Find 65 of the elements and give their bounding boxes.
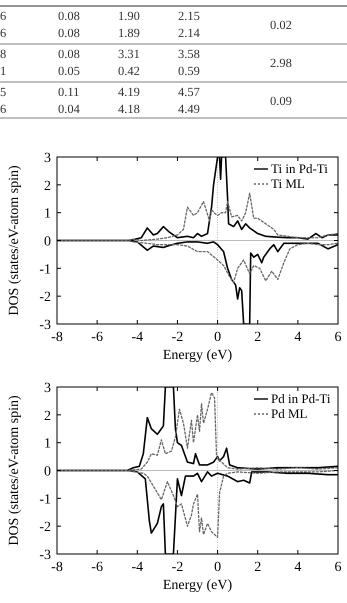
text: 2.98 — [270, 56, 292, 70]
text: 2.15 — [178, 9, 200, 23]
y-tick-label: -2 — [39, 520, 51, 536]
legend-label: Pd in Pd-Ti — [271, 391, 331, 406]
text: 0.09 — [270, 94, 292, 108]
y-axis-title: DOS (states/eV-atom spin) — [7, 164, 22, 316]
text: 0.59 — [178, 64, 200, 78]
x-tick-label: 2 — [254, 330, 262, 345]
x-tick-label: 0 — [214, 560, 222, 575]
y-tick-label: -3 — [39, 548, 51, 563]
text: 4.19 — [118, 85, 140, 99]
x-tick-label: -4 — [131, 560, 144, 575]
text: 0.42 — [118, 64, 140, 78]
y-tick-label: 1 — [44, 436, 51, 452]
x-tick-label: -4 — [131, 330, 144, 345]
x-tick-label: 0 — [214, 330, 222, 345]
y-tick-label: 2 — [44, 178, 51, 194]
x-tick-label: -8 — [51, 560, 63, 575]
x-tick-label: -2 — [172, 330, 184, 345]
text: 3.58 — [178, 47, 200, 61]
x-tick-label: 6 — [334, 560, 342, 575]
text: 3.31 — [118, 47, 140, 61]
text: 6 — [0, 26, 6, 40]
text: 0.05 — [58, 64, 80, 78]
y-tick-label: 0 — [44, 234, 51, 250]
text: 1.90 — [118, 9, 140, 23]
x-tick-label: 2 — [254, 560, 262, 575]
y-tick-label: -3 — [39, 318, 51, 333]
y-tick-label: -1 — [39, 492, 51, 508]
text: 0.02 — [270, 18, 292, 32]
text: 0.11 — [58, 85, 80, 99]
x-tick-label: -8 — [51, 330, 63, 345]
y-tick-label: 0 — [44, 464, 51, 480]
text: 2.14 — [178, 26, 201, 40]
text: 6 — [0, 9, 6, 23]
legend-label: Ti ML — [271, 176, 305, 191]
text: 5 — [0, 85, 6, 99]
x-tick-label: 4 — [294, 330, 302, 345]
x-tick-label: 4 — [294, 560, 302, 575]
y-tick-label: 3 — [44, 151, 51, 166]
x-tick-label: -6 — [91, 560, 103, 575]
text: 1 — [0, 64, 6, 78]
text: 0.08 — [58, 9, 80, 23]
y-axis-title: DOS (states/eV-atom spin) — [7, 394, 22, 546]
x-tick-label: -2 — [172, 560, 184, 575]
text: 6 — [0, 102, 6, 116]
legend-label: Pd ML — [271, 406, 308, 421]
text: 1.89 — [118, 26, 140, 40]
text: 0.04 — [58, 102, 81, 116]
text: 8 — [0, 47, 6, 61]
x-axis-title: Energy (eV) — [162, 578, 232, 593]
y-tick-label: 1 — [44, 206, 51, 222]
y-tick-label: -1 — [39, 262, 51, 278]
text: 4.18 — [118, 102, 140, 116]
text: 0.08 — [58, 47, 80, 61]
text: 4.57 — [178, 85, 200, 99]
x-tick-label: -6 — [91, 330, 103, 345]
y-tick-label: 3 — [44, 381, 51, 396]
y-tick-label: -2 — [39, 290, 51, 306]
text: 4.49 — [178, 102, 200, 116]
x-tick-label: 6 — [334, 330, 342, 345]
x-axis-title: Energy (eV) — [162, 348, 232, 363]
text: 0.08 — [58, 26, 80, 40]
y-tick-label: 2 — [44, 408, 51, 424]
legend-label: Ti in Pd-Ti — [271, 161, 328, 176]
